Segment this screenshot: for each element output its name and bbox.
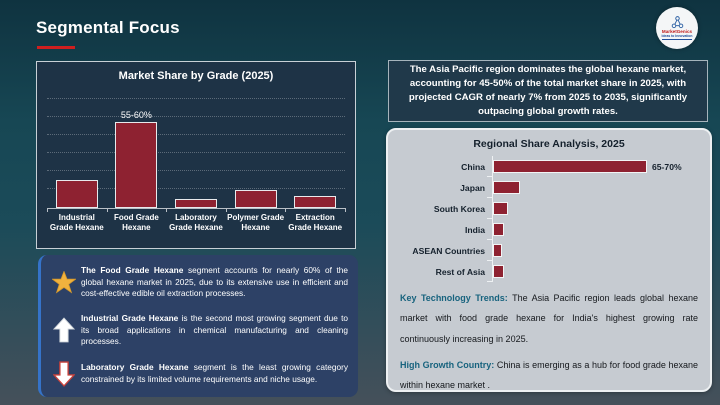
grade-category-label: Laboratory Grade Hexane [169,213,223,233]
regional-category-label: China [461,161,485,172]
growth-text: China is emerging as a hub for food grad… [400,359,698,390]
molecule-icon [671,16,683,29]
axis-tick [285,208,287,212]
regional-bar [493,223,504,236]
down-arrow-icon [47,361,81,387]
gridline [47,188,345,189]
logo-name: MarketGenics [661,29,693,35]
regional-bar-track [492,219,698,240]
axis-tick [166,208,168,212]
axis-tick [47,208,48,212]
grade-bar [174,199,217,208]
callout-text: The Food Grade Hexane segment accounts f… [81,265,348,300]
grade-bar [234,190,277,208]
callout-text: Laboratory Grade Hexane segment is the l… [81,362,348,385]
regional-category-label: South Korea [433,203,485,214]
trends-text: The Asia Pacific region leads global hex… [400,293,698,344]
bar-value-label: 65-70% [652,161,682,172]
regional-bar-track [492,261,698,282]
regional-bar-track [492,177,698,198]
callout-lead: Industrial Grade Hexane [81,313,179,323]
bar-value-label: 55-60% [120,110,152,120]
regional-chart-title: Regional Share Analysis, 2025 [473,138,625,150]
regional-chart: China 65-70% Japan South Korea India ASEAN Co… [400,156,698,282]
regional-bar [493,202,508,215]
callout-body: is the second most growing segment due t… [81,313,348,347]
regional-bar [493,181,520,194]
callout-industrial-grade: Industrial Grade Hexane is the second mo… [47,313,348,348]
regional-bar [493,265,504,278]
regional-category-label: Rest of Asia [435,266,485,277]
regional-row: ASEAN Countries [400,240,698,261]
regional-bar [493,244,502,257]
regional-panel: Regional Share Analysis, 2025 China 65-70… [386,128,712,392]
up-arrow-icon [47,317,81,343]
grade-bar-slot [166,199,226,208]
grade-bar-slot: 55-60% [107,110,167,208]
grade-bar-slot [285,196,345,208]
regional-bar [493,160,647,173]
grade-bar-slot [226,190,286,208]
grade-chart-categories: Industrial Grade Hexane Food Grade Hexane… [47,213,345,234]
grade-chart-plot: 55-60% [47,90,346,212]
regional-category-label: ASEAN Countries [412,245,485,256]
callout-food-grade: The Food Grade Hexane segment accounts f… [47,265,348,300]
high-growth-country: High Growth Country: China is emerging a… [400,355,698,396]
gridline [47,116,345,117]
key-technology-trends: Key Technology Trends: The Asia Pacific … [400,288,698,349]
apac-summary-text: The Asia Pacific region dominates the gl… [408,64,688,117]
axis-tick [225,208,227,212]
grade-bar [55,180,98,208]
callout-lead: The Food Grade Hexane [81,265,184,275]
logo-tagline: Ideas to Innovation [661,34,693,40]
regional-row: India [400,219,698,240]
callout-text: Industrial Grade Hexane is the second mo… [81,313,348,348]
grade-chart-title: Market Share by Grade (2025) [118,70,274,82]
grade-chart-panel: Market Share by Grade (2025) 55-60% Indu… [36,61,356,249]
regional-bar-track: 65-70% [492,156,698,177]
axis-tick [106,208,108,212]
gridline [47,170,345,171]
axis-tick [345,208,346,212]
callout-laboratory-grade: Laboratory Grade Hexane segment is the l… [47,361,348,387]
callout-body: segment accounts for nearly 60% of the g… [81,265,349,299]
title-underline [37,46,75,49]
growth-label: High Growth Country: [400,359,495,370]
star-icon [47,270,81,294]
logo: MarketGenics Ideas to Innovation [656,7,698,49]
grade-category-label: Industrial Grade Hexane [49,213,104,233]
regional-bar-track [492,198,698,219]
regional-row: China 65-70% [400,156,698,177]
grade-category-label: Food Grade Hexane [113,213,159,233]
grade-bar-slot [47,180,107,208]
regional-category-label: India [464,224,485,235]
apac-summary-box: The Asia Pacific region dominates the gl… [388,60,708,122]
grade-bar [115,122,158,208]
callout-lead: Laboratory Grade Hexane [81,362,189,373]
gridline [47,98,345,99]
regional-bar-track [492,240,698,261]
grade-bar [294,196,337,208]
trends-label: Key Technology Trends: [400,293,508,303]
callout-body: segment is the least growing category co… [81,362,348,384]
gridline [47,134,345,135]
regional-row: Japan [400,177,698,198]
callouts-panel: The Food Grade Hexane segment accounts f… [38,255,358,397]
grade-category-label: Extraction Grade Hexane [288,213,343,233]
gridline [47,152,345,153]
regional-row: Rest of Asia [400,261,698,282]
regional-row: South Korea [400,198,698,219]
regional-category-label: Japan [460,182,485,193]
grade-category-label: Polymer Grade Hexane [227,213,285,233]
page-title: Segmental Focus [36,18,180,37]
